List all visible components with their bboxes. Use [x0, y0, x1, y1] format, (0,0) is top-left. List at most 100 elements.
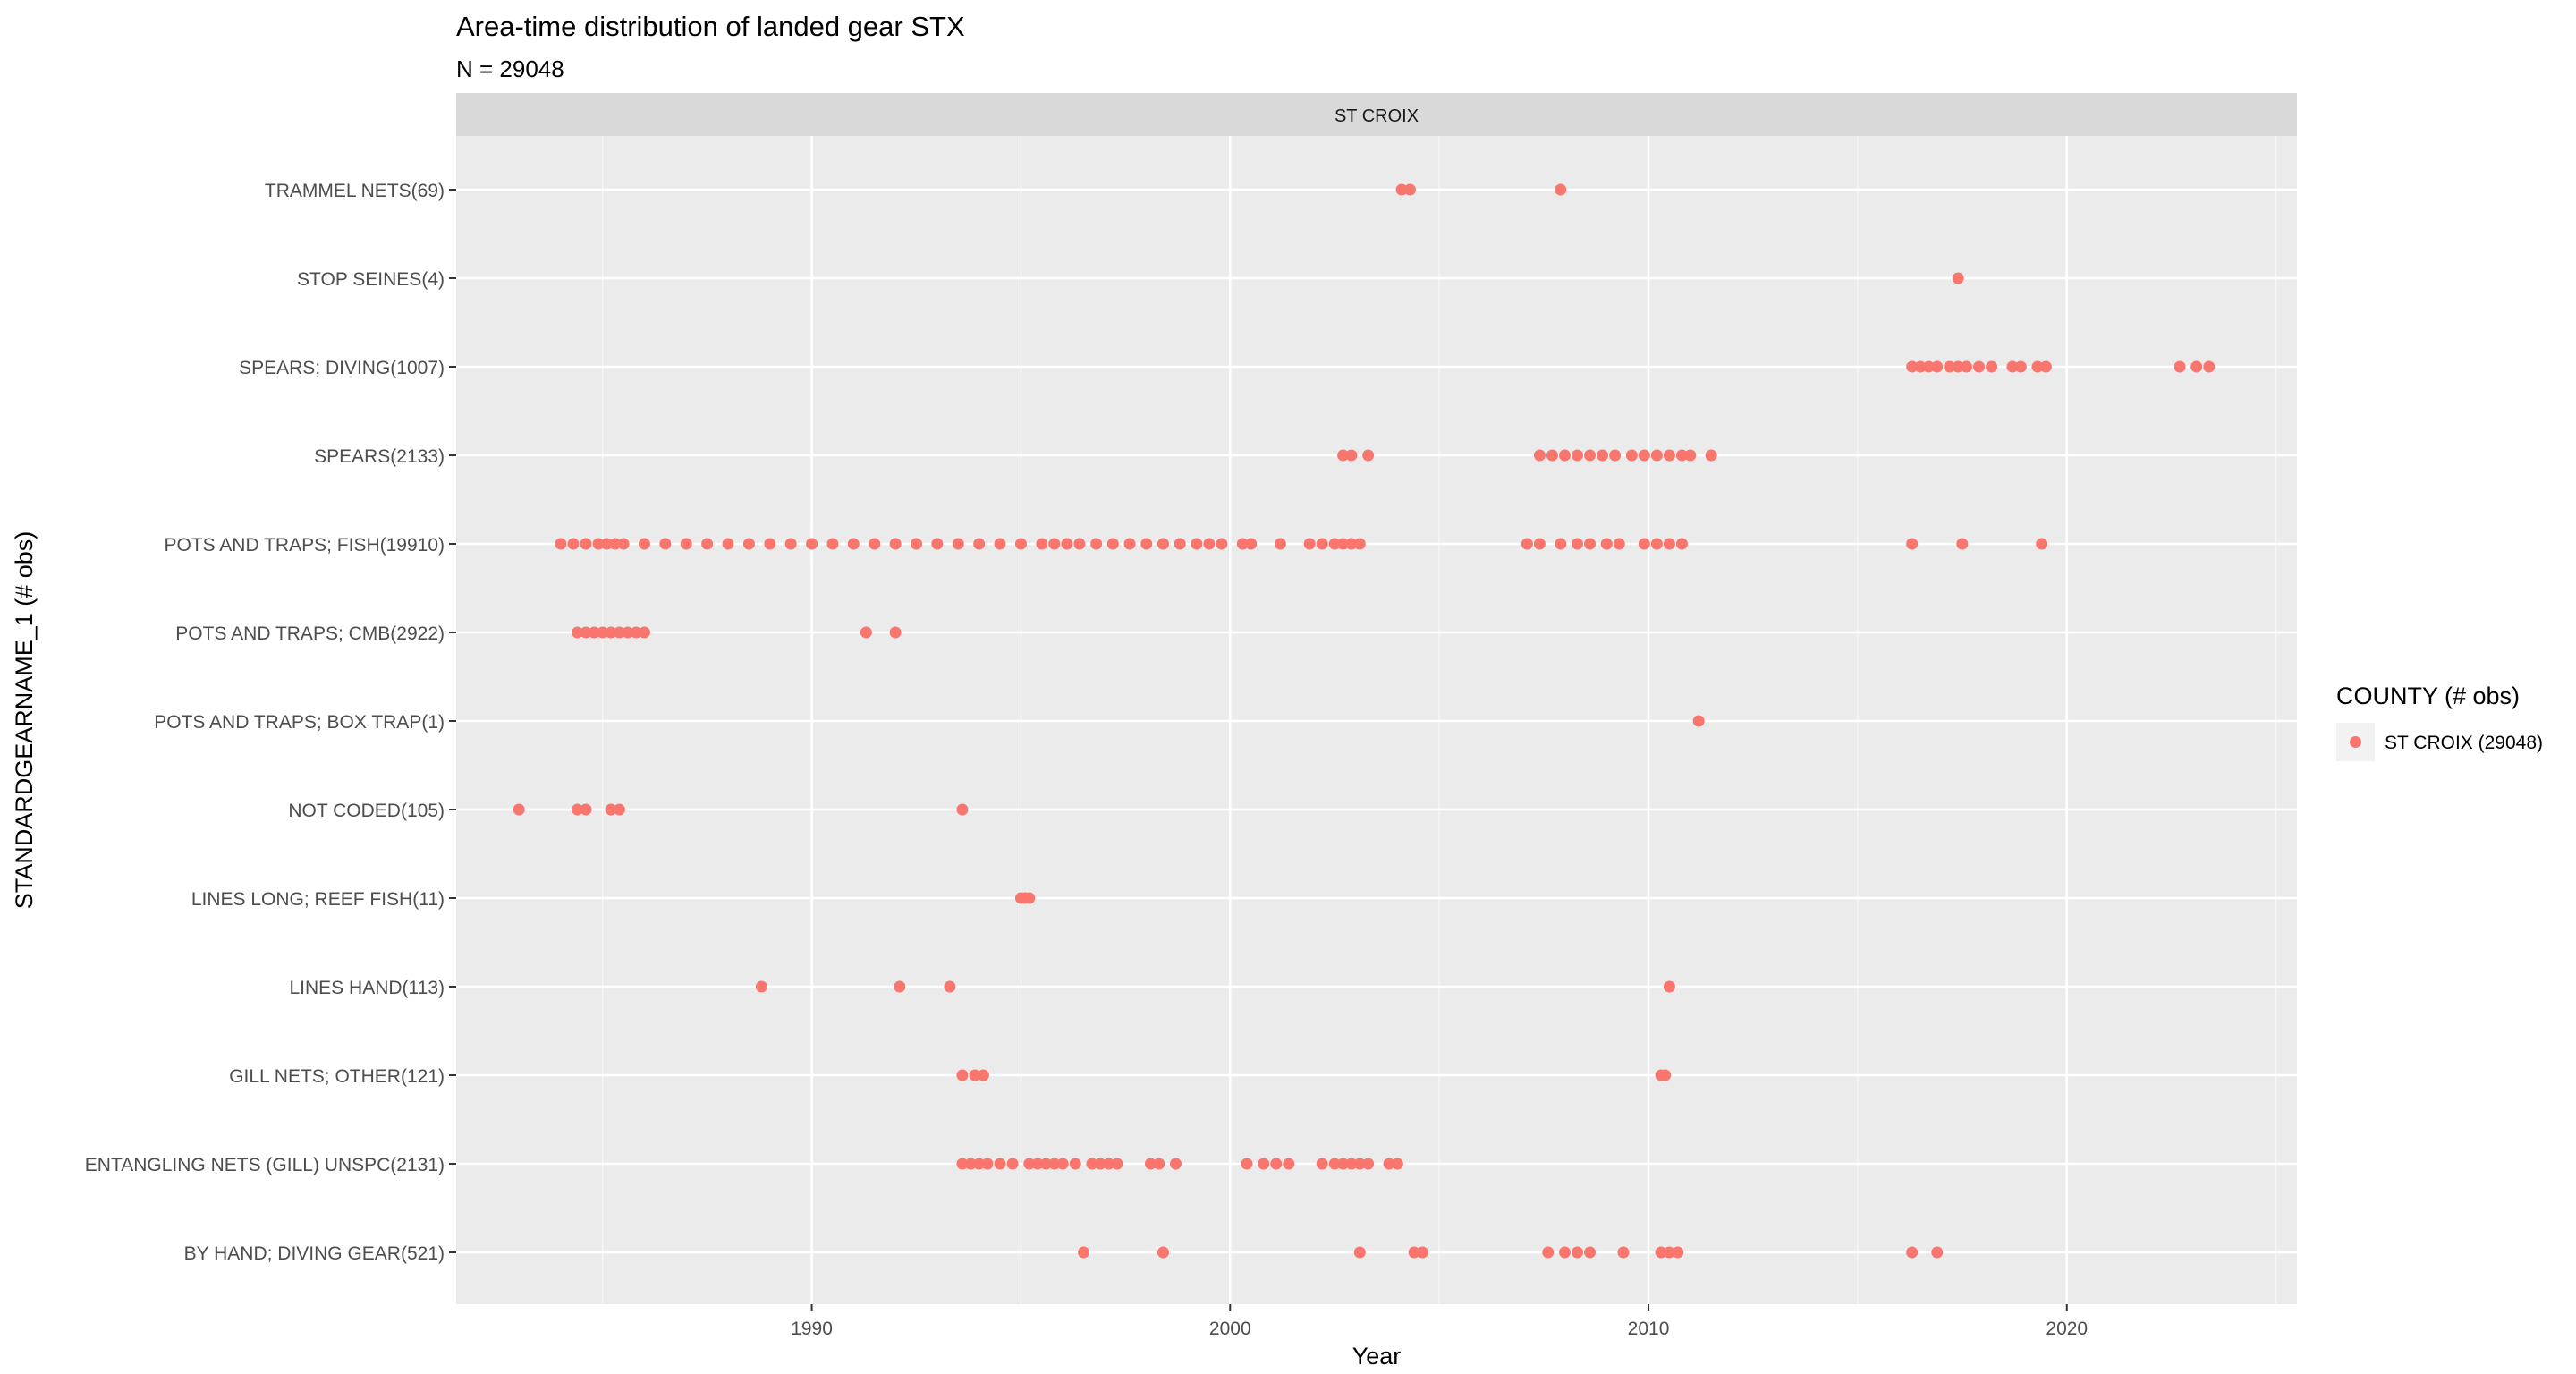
data-point — [630, 626, 642, 639]
data-point — [1906, 538, 1919, 550]
data-point — [1056, 1158, 1069, 1170]
data-point — [1395, 183, 1408, 196]
data-point — [1106, 538, 1119, 550]
data-point — [1345, 538, 1358, 550]
data-point — [964, 1158, 977, 1170]
data-point — [1906, 360, 1919, 373]
y-tick-label: POTS AND TRAPS; BOX TRAP(1) — [154, 712, 445, 733]
data-point — [1014, 538, 1027, 550]
data-point — [1650, 538, 1663, 550]
y-tick-label: TRAMMEL NETS(69) — [265, 181, 445, 201]
data-point — [2006, 360, 2019, 373]
data-point — [742, 538, 755, 550]
data-point — [2203, 360, 2216, 373]
data-point — [1283, 1158, 1295, 1170]
chart-subtitle: N = 29048 — [456, 55, 564, 82]
data-point — [806, 538, 818, 550]
data-point — [1353, 1158, 1366, 1170]
data-point — [994, 538, 1006, 550]
data-point — [1031, 1158, 1044, 1170]
data-point — [1316, 1158, 1328, 1170]
data-point — [1416, 1246, 1428, 1259]
data-point — [1533, 449, 1546, 462]
data-point — [1675, 538, 1688, 550]
data-point — [1705, 449, 1717, 462]
y-axis: BY HAND; DIVING GEAR(521) ENTANGLING NETS… — [85, 181, 456, 1264]
data-point — [1663, 538, 1675, 550]
data-points — [513, 183, 2216, 1259]
data-point — [580, 803, 592, 816]
data-point — [1328, 1158, 1341, 1170]
data-point — [588, 626, 600, 639]
data-point — [1572, 449, 1584, 462]
data-point — [1216, 538, 1228, 550]
data-point — [1094, 1158, 1106, 1170]
data-point — [952, 538, 964, 550]
data-point — [1086, 1158, 1098, 1170]
data-point — [1542, 1246, 1555, 1259]
data-point — [1521, 538, 1533, 550]
data-point — [1337, 1158, 1350, 1170]
data-point — [1345, 449, 1358, 462]
data-point — [826, 538, 839, 550]
data-point — [977, 1069, 989, 1081]
data-point — [1546, 449, 1558, 462]
y-tick-label: POTS AND TRAPS; FISH(19910) — [164, 535, 445, 556]
data-point — [1362, 449, 1375, 462]
data-point — [1258, 1158, 1270, 1170]
x-axis: 1990 2000 2010 2020 — [791, 1304, 2088, 1339]
y-tick-label: LINES HAND(113) — [290, 978, 445, 998]
data-point — [2014, 360, 2027, 373]
y-tick-label: ENTANGLING NETS (GILL) UNSPC(2131) — [85, 1155, 445, 1175]
data-point — [944, 980, 956, 993]
data-point — [617, 538, 630, 550]
data-point — [1533, 538, 1546, 550]
data-point — [969, 1069, 981, 1081]
data-point — [1270, 1158, 1283, 1170]
facet-strip — [456, 93, 2297, 136]
legend: COUNTY (# obs) ST CROIX (29048) — [2336, 683, 2543, 761]
data-point — [567, 538, 580, 550]
data-point — [894, 980, 906, 993]
data-point — [1153, 1158, 1165, 1170]
data-point — [1111, 1158, 1123, 1170]
data-point — [784, 538, 797, 550]
data-point — [1986, 360, 1998, 373]
chart-title: Area-time distribution of landed gear ST… — [456, 11, 965, 42]
data-point — [1061, 538, 1073, 550]
data-point — [1663, 449, 1675, 462]
data-point — [1922, 360, 1935, 373]
data-point — [1672, 1246, 1684, 1259]
data-point — [1960, 360, 1972, 373]
y-tick-label: LINES LONG; REEF FISH(11) — [191, 889, 445, 910]
y-tick-label: NOT CODED(105) — [288, 801, 445, 821]
data-point — [572, 803, 584, 816]
data-point — [931, 538, 944, 550]
data-point — [2174, 360, 2186, 373]
x-tick-label: 2020 — [2046, 1319, 2088, 1339]
data-point — [1274, 538, 1286, 550]
data-point — [911, 538, 922, 550]
data-point — [1048, 538, 1061, 550]
data-point — [1337, 449, 1350, 462]
data-point — [1638, 538, 1650, 550]
data-point — [722, 538, 734, 550]
data-point — [1316, 538, 1328, 550]
data-point — [1558, 449, 1571, 462]
x-tick-label: 2000 — [1209, 1319, 1251, 1339]
legend-entry-label: ST CROIX (29048) — [2385, 733, 2543, 753]
data-point — [1073, 538, 1086, 550]
data-point — [605, 626, 617, 639]
data-point — [1353, 1246, 1366, 1259]
data-point — [1914, 360, 1927, 373]
data-point — [764, 538, 776, 550]
data-point — [1655, 1246, 1667, 1259]
data-point — [994, 1158, 1006, 1170]
data-point — [1383, 1158, 1395, 1170]
data-point — [1103, 1158, 1115, 1170]
data-point — [1952, 360, 1964, 373]
data-point — [1931, 360, 1944, 373]
data-point — [580, 626, 592, 639]
data-point — [1973, 360, 1986, 373]
data-point — [605, 803, 617, 816]
